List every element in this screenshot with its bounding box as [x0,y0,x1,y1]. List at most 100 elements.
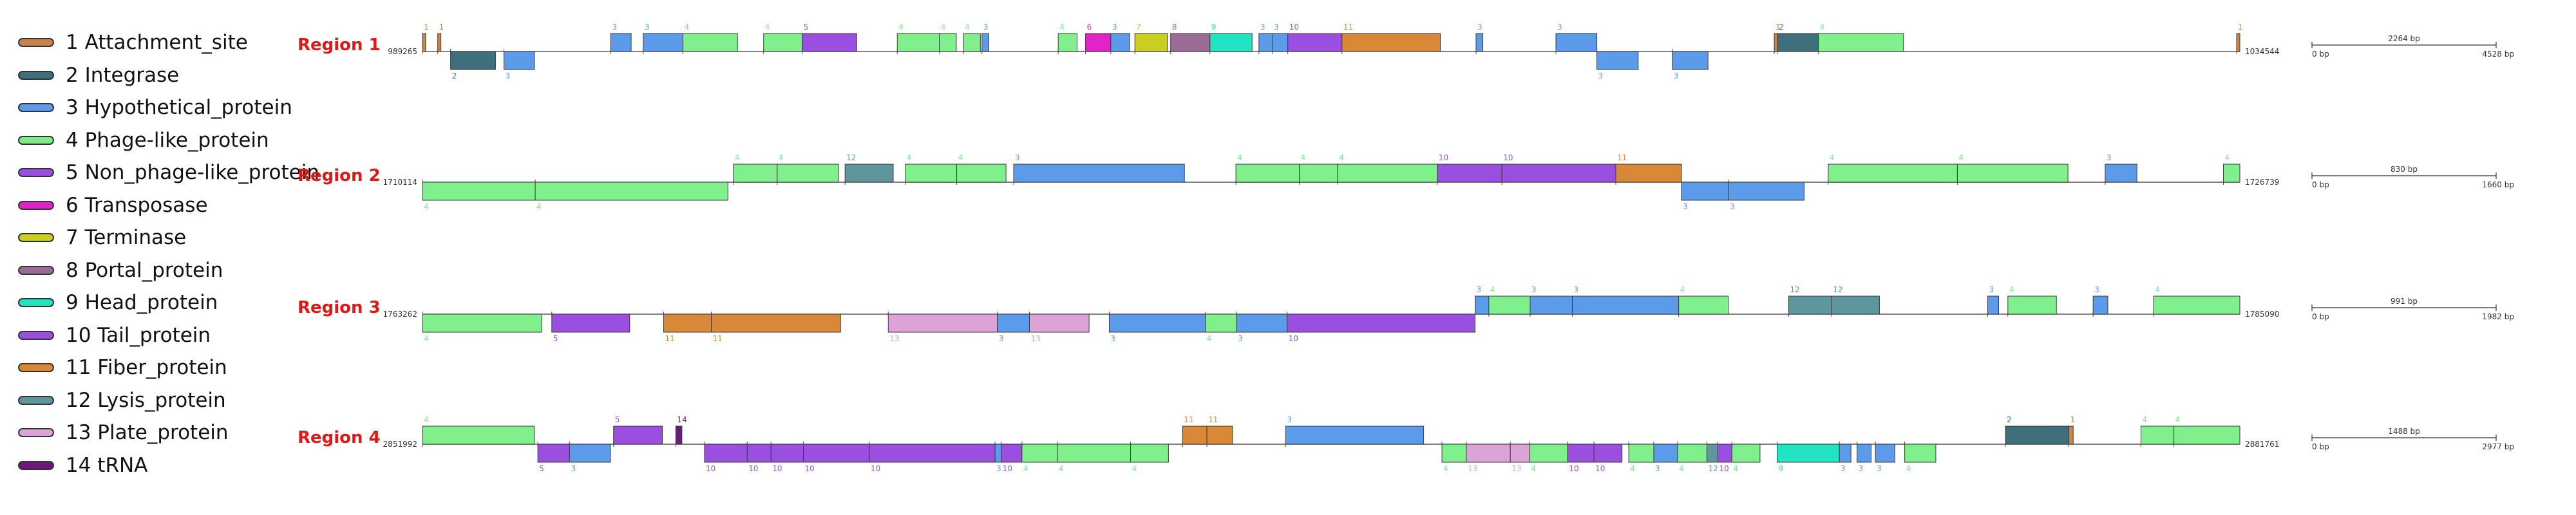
gene-box [733,164,778,183]
legend-item: 10 Tail_protein [14,321,298,353]
gene-label: 3 [996,464,1001,473]
legend-item: 3 Hypothetical_protein [14,93,298,126]
legend-label: 4 Phage-like_protein [66,128,269,152]
gene-box [1110,33,1130,52]
scale-mid-label: 2264 bp [2388,34,2420,43]
gene-label: 10 [1289,23,1299,32]
gene-box [1130,444,1169,463]
gene-label: 2 [452,71,457,80]
legend-swatch [18,103,54,112]
gene-label: 1 [424,23,429,32]
gene-box [643,33,683,52]
legend-swatch [18,363,54,372]
gene-box [2007,295,2057,315]
gene-box [1170,33,1211,52]
gene-box [2174,426,2240,445]
gene-label: 4 [2225,153,2230,162]
gene-label: 4 [1733,464,1738,473]
scale-right-label: 4528 bp [2482,50,2514,59]
gene-box [1475,295,1490,315]
gene-box [2005,426,2070,445]
legend-label: 2 Integrase [66,63,180,87]
gene-label: 9 [1778,464,1783,473]
gene-label: 4 [1630,464,1635,473]
legend-item: 14 tRNA [14,451,298,483]
gene-label: 4 [1023,464,1028,473]
gene-box [1728,182,1804,201]
gene-label: 5 [615,415,620,424]
gene-label: 10 [1503,153,1513,162]
gene-label: 3 [1287,415,1292,424]
gene-label: 11 [665,334,674,343]
gene-label: 6 [1087,23,1092,32]
gene-box [1788,295,1832,315]
gene-label: 4 [958,153,963,162]
gene-box [1285,426,1425,445]
gene-box [1774,33,1778,52]
gene-box [869,444,996,463]
gene-box [675,426,683,445]
gene-label: 4 [941,23,946,32]
gene-box [1681,182,1729,201]
gene-box [1057,444,1132,463]
gene-box [1672,51,1709,70]
gene-label: 8 [1172,23,1177,32]
gene-label: 3 [999,334,1004,343]
gene-box [1108,314,1206,333]
gene-box [2105,164,2137,183]
gene-label: 13 [1511,464,1521,473]
legend-item: 8 Portal_protein [14,256,298,288]
scale-right-label: 2977 bp [2482,442,2514,451]
gene-box [2092,295,2108,315]
gene-label: 11 [713,334,723,343]
region-start: 2851992 [383,440,417,449]
gene-label: 4 [1958,153,1964,162]
gene-label: 1 [1776,23,1781,32]
legend-swatch [18,233,54,242]
gene-box [963,33,981,52]
gene-box [1475,33,1484,52]
gene-label: 5 [553,334,558,343]
gene-box [1466,444,1511,463]
region-start: 1710114 [383,178,417,187]
gene-box [1904,444,1937,463]
scale-left-label: 0 bp [2312,312,2329,321]
gene-box [551,314,630,333]
gene-box [1776,444,1840,463]
gene-box [981,33,989,52]
gene-label: 3 [1274,23,1279,32]
gene-box [1987,295,2000,315]
gene-label: 3 [1989,285,1994,294]
gene-box [1206,426,1233,445]
gene-box [777,164,839,183]
gene-box [569,444,611,463]
legend-label: 8 Portal_protein [66,258,223,282]
gene-label: 11 [1184,415,1193,424]
gene-label: 13 [1468,464,1477,473]
gene-label: 5 [539,464,544,473]
gene-box [1571,295,1680,315]
gene-label: 3 [1531,285,1537,294]
gene-box [1718,444,1732,463]
gene-label: 4 [684,23,689,32]
gene-label: 5 [804,23,809,32]
gene-box [1706,444,1719,463]
legend-swatch [18,200,54,210]
gene-label: 12 [1790,285,1799,294]
legend-label: 1 Attachment_site [66,31,248,54]
gene-box [1341,33,1441,52]
gene-box [663,314,712,333]
gene-label: 4 [765,23,770,32]
legend-swatch [18,265,54,275]
gene-box [1956,164,2069,183]
gene-label: 4 [2009,285,2014,294]
gene-label: 3 [1683,202,1688,211]
legend-item: 4 Phage-like_protein [14,126,298,158]
legend-label: 6 Transposase [66,193,208,217]
gene-label: 12 [1833,285,1842,294]
gene-box [994,444,1002,463]
gene-box [1567,444,1595,463]
gene-label: 4 [1059,464,1064,473]
gene-label: 2 [1779,23,1784,32]
gene-box [2069,426,2074,445]
